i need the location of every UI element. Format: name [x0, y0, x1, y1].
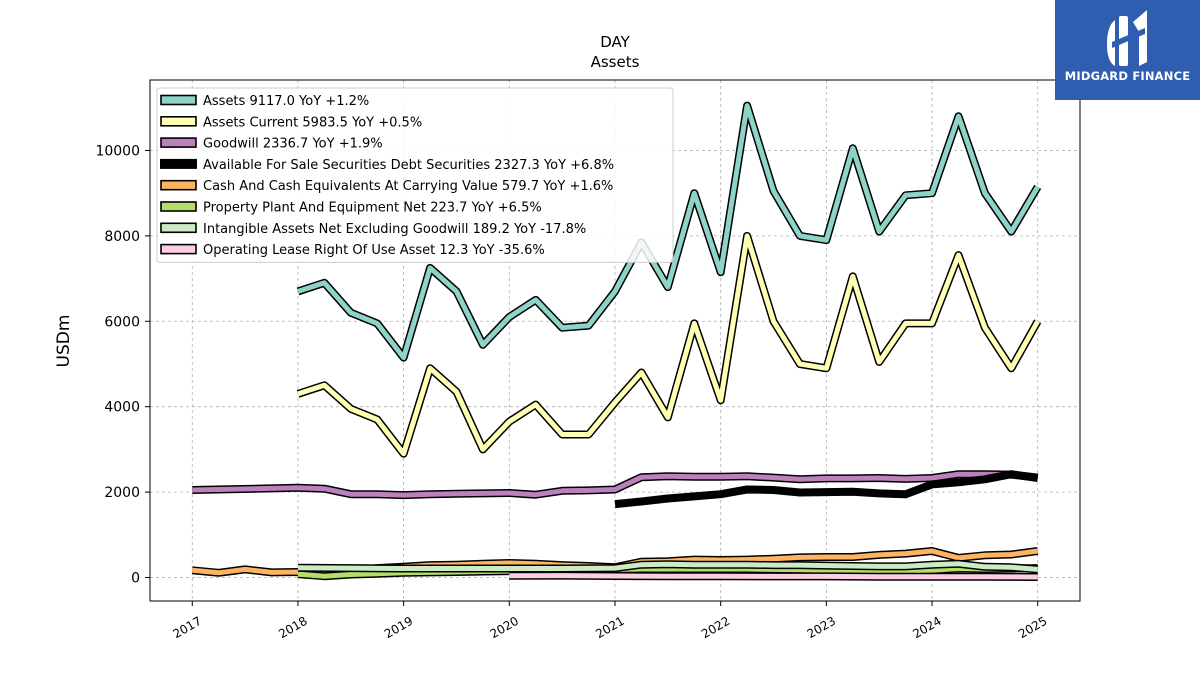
x-tick-label: 2017: [171, 614, 204, 641]
y-tick-label: 4000: [104, 400, 140, 416]
x-tick-label: 2023: [805, 614, 838, 641]
y-tick-label: 6000: [104, 314, 140, 330]
legend-label: Assets 9117.0 YoY +1.2%: [203, 94, 369, 109]
brand-logo: MIDGARD FINANCE: [1055, 0, 1200, 100]
x-tick-label: 2019: [382, 614, 415, 641]
series-line: [614, 470, 1039, 509]
series-line: [192, 470, 1039, 500]
legend-label: Intangible Assets Net Excluding Goodwill…: [203, 222, 586, 237]
legend-item: Assets Current 5983.5 YoY +0.5%: [160, 115, 422, 130]
legend-box: [156, 87, 674, 263]
legend-swatch: [160, 158, 197, 169]
y-tick-label: 8000: [104, 229, 140, 245]
legend-item: Cash And Cash Equivalents At Carrying Va…: [160, 179, 613, 194]
chart-title: DAY: [600, 33, 630, 51]
legend-swatch: [160, 179, 197, 191]
series-line-path: [614, 470, 1039, 509]
series-line-path: [297, 233, 1040, 457]
legend-item: Operating Lease Right Of Use Asset 12.3 …: [160, 243, 545, 258]
legend-swatch: [160, 137, 197, 148]
series-line-path: [297, 565, 1038, 579]
y-tick-label: 2000: [104, 485, 140, 501]
legend-label: Assets Current 5983.5 YoY +0.5%: [203, 115, 422, 130]
legend-swatch: [160, 222, 197, 234]
x-tick-label: 2021: [593, 614, 626, 641]
x-tick-label: 2025: [1016, 614, 1049, 641]
legend-swatch: [160, 243, 197, 255]
series-line-path: [192, 471, 1038, 498]
legend-swatch: [160, 94, 197, 106]
legend-swatch: [160, 116, 197, 127]
y-axis-label: USDm: [54, 315, 74, 368]
brand-name: MIDGARD FINANCE: [1064, 69, 1191, 83]
legend-label: Goodwill 2336.7 YoY +1.9%: [203, 137, 383, 152]
y-tick-label: 0: [131, 571, 140, 587]
legend-label: Available For Sale Securities Debt Secur…: [203, 158, 614, 173]
x-tick-label: 2024: [910, 614, 943, 641]
x-tick-label: 2022: [699, 614, 732, 641]
series-line-path: [297, 103, 1040, 361]
midgard-logo-icon: [1107, 10, 1147, 66]
legend-label: Cash And Cash Equivalents At Carrying Va…: [203, 179, 613, 194]
series-line-path: [297, 561, 1038, 572]
y-tick-label: 10000: [95, 143, 140, 159]
series-line-path: [509, 573, 1038, 580]
legend-item: Assets 9117.0 YoY +1.2%: [160, 94, 369, 109]
legend-item: Available For Sale Securities Debt Secur…: [160, 158, 614, 173]
legend-item: Goodwill 2336.7 YoY +1.9%: [160, 137, 383, 152]
legend-label: Property Plant And Equipment Net 223.7 Y…: [203, 201, 542, 216]
legend-label: Operating Lease Right Of Use Asset 12.3 …: [203, 243, 545, 258]
x-tick-label: 2018: [276, 614, 309, 641]
legend-item: Property Plant And Equipment Net 223.7 Y…: [160, 201, 542, 216]
chart-subtitle: Assets: [591, 53, 640, 71]
series-line: [509, 571, 1038, 581]
legend-swatch: [160, 201, 197, 212]
series-line: [297, 564, 1038, 581]
series-layer: [191, 101, 1042, 581]
series-line: [297, 559, 1039, 574]
legend: Assets 9117.0 YoY +1.2% Assets Current 59…: [156, 87, 674, 263]
x-tick-label: 2020: [488, 614, 521, 641]
series-line: [296, 101, 1042, 362]
legend-item: Intangible Assets Net Excluding Goodwill…: [160, 222, 586, 237]
series-line: [296, 231, 1042, 458]
